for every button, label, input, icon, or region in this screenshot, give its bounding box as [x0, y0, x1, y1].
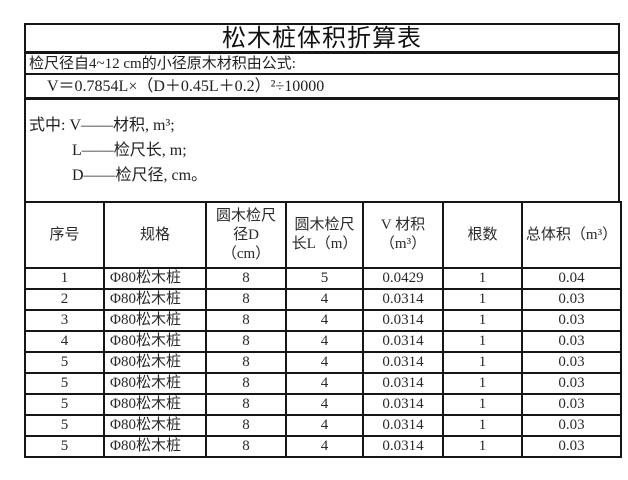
cell-total_volume: 0.03 — [521, 372, 622, 395]
cell-seq: 5 — [24, 372, 105, 395]
cell-length_l: 4 — [285, 393, 364, 416]
cell-length_l: 4 — [285, 435, 364, 458]
table-body: 1 Φ80松木桩 8 5 0.0429 1 0.04 2 Φ80松木桩 8 4 0.0314 1 0.03… — [24, 267, 622, 458]
cell-spec: Φ80松木桩 — [103, 414, 207, 437]
cell-diameter_d: 8 — [205, 267, 287, 290]
cell-total_volume: 0.03 — [521, 351, 622, 374]
header-seq: 序号 — [24, 201, 105, 269]
volume-conversion-document: 松木桩体积折算表 检尺径自4~12 cm的小径原木材积由公式: V＝0.7854… — [24, 23, 622, 458]
cell-count: 1 — [442, 435, 523, 458]
header-volume-v: V 材积 （m³） — [362, 201, 444, 269]
cell-volume_v: 0.0314 — [362, 330, 444, 353]
legend-line-d: D——检尺径, cm。 — [72, 167, 208, 184]
cell-count: 1 — [442, 288, 523, 311]
header-count: 根数 — [442, 201, 523, 269]
header-diameter-d: 圆木检尺 径D （cm） — [205, 201, 287, 269]
cell-length_l: 4 — [285, 288, 364, 311]
document-title: 松木桩体积折算表 — [24, 25, 620, 54]
cell-length_l: 5 — [285, 267, 364, 290]
cell-diameter_d: 8 — [205, 372, 287, 395]
cell-volume_v: 0.0314 — [362, 309, 444, 332]
header-row: 序号 规格 圆木检尺 径D （cm） 圆木检尺 长L（m） V 材积 （m³） … — [24, 201, 622, 269]
cell-count: 1 — [442, 393, 523, 416]
cell-spec: Φ80松木桩 — [103, 435, 207, 458]
cell-volume_v: 0.0314 — [362, 372, 444, 395]
cell-spec: Φ80松木桩 — [103, 267, 207, 290]
cell-diameter_d: 8 — [205, 414, 287, 437]
table-row: 4 Φ80松木桩 8 4 0.0314 1 0.03 — [24, 330, 622, 353]
cell-total_volume: 0.03 — [521, 393, 622, 416]
cell-seq: 3 — [24, 309, 105, 332]
cell-diameter_d: 8 — [205, 393, 287, 416]
cell-length_l: 4 — [285, 372, 364, 395]
cell-count: 1 — [442, 372, 523, 395]
cell-length_l: 4 — [285, 309, 364, 332]
table-row: 5 Φ80松木桩 8 4 0.0314 1 0.03 — [24, 372, 622, 395]
cell-total_volume: 0.03 — [521, 435, 622, 458]
cell-spec: Φ80松木桩 — [103, 393, 207, 416]
cell-spec: Φ80松木桩 — [103, 309, 207, 332]
cell-count: 1 — [442, 330, 523, 353]
cell-seq: 2 — [24, 288, 105, 311]
legend-line-l: L——检尺长, m; — [72, 142, 187, 159]
cell-volume_v: 0.0314 — [362, 351, 444, 374]
table-header: 序号 规格 圆木检尺 径D （cm） 圆木检尺 长L（m） V 材积 （m³） … — [24, 201, 622, 269]
table-row: 1 Φ80松木桩 8 5 0.0429 1 0.04 — [24, 267, 622, 290]
table-row: 5 Φ80松木桩 8 4 0.0314 1 0.03 — [24, 435, 622, 458]
cell-seq: 1 — [24, 267, 105, 290]
cell-diameter_d: 8 — [205, 435, 287, 458]
cell-volume_v: 0.0314 — [362, 393, 444, 416]
intro-line: 检尺径自4~12 cm的小径原木材积由公式: — [24, 54, 620, 75]
cell-count: 1 — [442, 309, 523, 332]
cell-count: 1 — [442, 414, 523, 437]
header-length-l: 圆木检尺 长L（m） — [285, 201, 364, 269]
cell-length_l: 4 — [285, 414, 364, 437]
cell-volume_v: 0.0314 — [362, 288, 444, 311]
table-row: 5 Φ80松木桩 8 4 0.0314 1 0.03 — [24, 414, 622, 437]
cell-spec: Φ80松木桩 — [103, 330, 207, 353]
cell-count: 1 — [442, 267, 523, 290]
cell-length_l: 4 — [285, 351, 364, 374]
formula-legend: 式中: V——材积, m³; L——检尺长, m; D——检尺径, cm。 — [24, 100, 620, 201]
cell-total_volume: 0.03 — [521, 414, 622, 437]
header-spec: 规格 — [103, 201, 207, 269]
cell-volume_v: 0.0314 — [362, 414, 444, 437]
cell-total_volume: 0.04 — [521, 267, 622, 290]
cell-spec: Φ80松木桩 — [103, 351, 207, 374]
volume-data-table: 序号 规格 圆木检尺 径D （cm） 圆木检尺 长L（m） V 材积 （m³） … — [24, 201, 622, 458]
table-row: 2 Φ80松木桩 8 4 0.0314 1 0.03 — [24, 288, 622, 311]
cell-diameter_d: 8 — [205, 330, 287, 353]
cell-length_l: 4 — [285, 330, 364, 353]
cell-seq: 5 — [24, 351, 105, 374]
table-row: 3 Φ80松木桩 8 4 0.0314 1 0.03 — [24, 309, 622, 332]
cell-seq: 5 — [24, 435, 105, 458]
table-row: 5 Φ80松木桩 8 4 0.0314 1 0.03 — [24, 393, 622, 416]
cell-diameter_d: 8 — [205, 351, 287, 374]
table-row: 5 Φ80松木桩 8 4 0.0314 1 0.03 — [24, 351, 622, 374]
cell-total_volume: 0.03 — [521, 309, 622, 332]
cell-volume_v: 0.0429 — [362, 267, 444, 290]
cell-spec: Φ80松木桩 — [103, 372, 207, 395]
cell-seq: 5 — [24, 414, 105, 437]
cell-spec: Φ80松木桩 — [103, 288, 207, 311]
cell-total_volume: 0.03 — [521, 288, 622, 311]
formula-line: V＝0.7854L×（D＋0.45L＋0.2）²÷10000 — [24, 75, 620, 100]
header-total-volume: 总体积（m³） — [521, 201, 622, 269]
legend-line-v: 式中: V——材积, m³; — [29, 117, 175, 134]
cell-volume_v: 0.0314 — [362, 435, 444, 458]
cell-count: 1 — [442, 351, 523, 374]
cell-seq: 5 — [24, 393, 105, 416]
cell-diameter_d: 8 — [205, 309, 287, 332]
cell-diameter_d: 8 — [205, 288, 287, 311]
cell-seq: 4 — [24, 330, 105, 353]
cell-total_volume: 0.03 — [521, 330, 622, 353]
